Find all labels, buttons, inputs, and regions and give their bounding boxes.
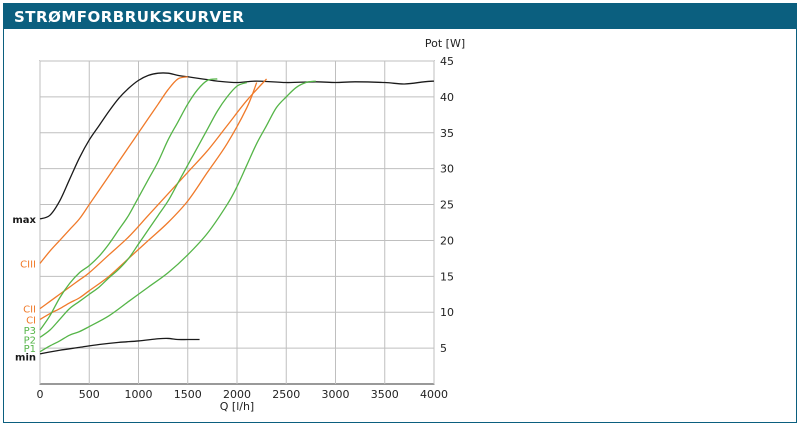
x-tick-label: 2000 <box>223 388 251 401</box>
x-axis-title: Q [l/h] <box>220 400 254 413</box>
y-axis-ticks: 5 10 15 20 25 30 35 40 45 <box>440 55 454 355</box>
series-label-ci: CI <box>26 315 36 326</box>
panel-header: STRØMFORBRUKSKURVER <box>4 4 796 29</box>
series-line-cii <box>39 78 268 310</box>
x-tick-label: 2500 <box>272 388 300 401</box>
series-label-p2: P2 <box>24 335 36 346</box>
y-tick-label: 15 <box>440 270 454 283</box>
chart-series <box>39 72 435 355</box>
series-label-ciii: CIII <box>20 259 36 270</box>
series-line-p2 <box>39 81 248 338</box>
series-line-ciii <box>39 76 188 264</box>
series-label-max: max <box>12 215 36 226</box>
series-label-cii: CII <box>23 305 36 316</box>
x-tick-label: 1000 <box>125 388 153 401</box>
chart-grid <box>39 60 435 385</box>
x-axis-ticks: 0 500 1000 1500 2000 2500 3000 3500 4000 <box>37 388 449 401</box>
x-tick-label: 1500 <box>174 388 202 401</box>
series-line-p1 <box>39 80 316 353</box>
y-tick-label: 45 <box>440 55 454 68</box>
x-tick-label: 3500 <box>371 388 399 401</box>
y-tick-label: 35 <box>440 127 454 140</box>
y-tick-label: 20 <box>440 234 454 247</box>
y-tick-label: 5 <box>440 342 447 355</box>
series-label-min: min <box>15 353 36 364</box>
x-tick-label: 3000 <box>322 388 350 401</box>
series-label-p3: P3 <box>24 326 36 337</box>
y-tick-label: 30 <box>440 163 454 176</box>
series-label-p1: P1 <box>24 344 36 355</box>
y-tick-label: 10 <box>440 306 454 319</box>
y-tick-label: 40 <box>440 91 454 104</box>
x-tick-label: 4000 <box>420 388 448 401</box>
series-line-max <box>39 72 435 220</box>
series-line-min <box>39 337 200 355</box>
y-axis-title: Pot [W] <box>425 37 465 50</box>
series-line-p3 <box>39 78 218 331</box>
x-tick-label: 0 <box>37 388 44 401</box>
y-tick-label: 25 <box>440 199 454 212</box>
x-tick-label: 500 <box>79 388 100 401</box>
panel-title: STRØMFORBRUKSKURVER <box>14 8 245 26</box>
chart-panel: STRØMFORBRUKSKURVER <box>3 3 797 423</box>
